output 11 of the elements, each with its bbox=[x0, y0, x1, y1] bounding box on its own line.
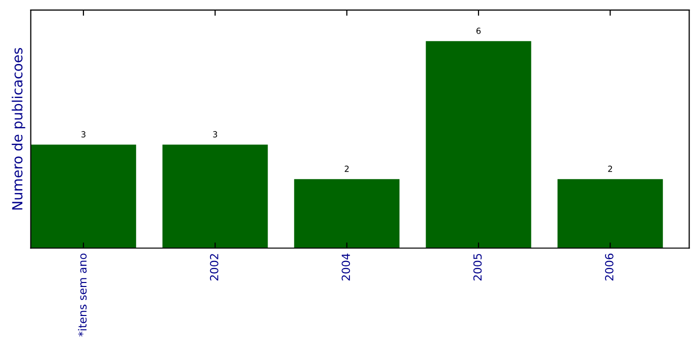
data-label: 2 bbox=[344, 166, 349, 172]
data-label: 3 bbox=[81, 131, 86, 138]
x-tick-label: 2006 bbox=[605, 254, 614, 280]
x-tick-label: *itens sem ano bbox=[78, 254, 87, 336]
data-label: 3 bbox=[213, 131, 218, 138]
y-axis-title: Numero de publicacoes bbox=[12, 48, 26, 210]
x-tick-label: 2005 bbox=[473, 254, 482, 280]
data-label: 6 bbox=[476, 28, 481, 34]
x-tick-label: 2002 bbox=[210, 254, 218, 280]
x-tick-label: 2004 bbox=[342, 254, 350, 280]
data-label: 2 bbox=[608, 166, 612, 172]
